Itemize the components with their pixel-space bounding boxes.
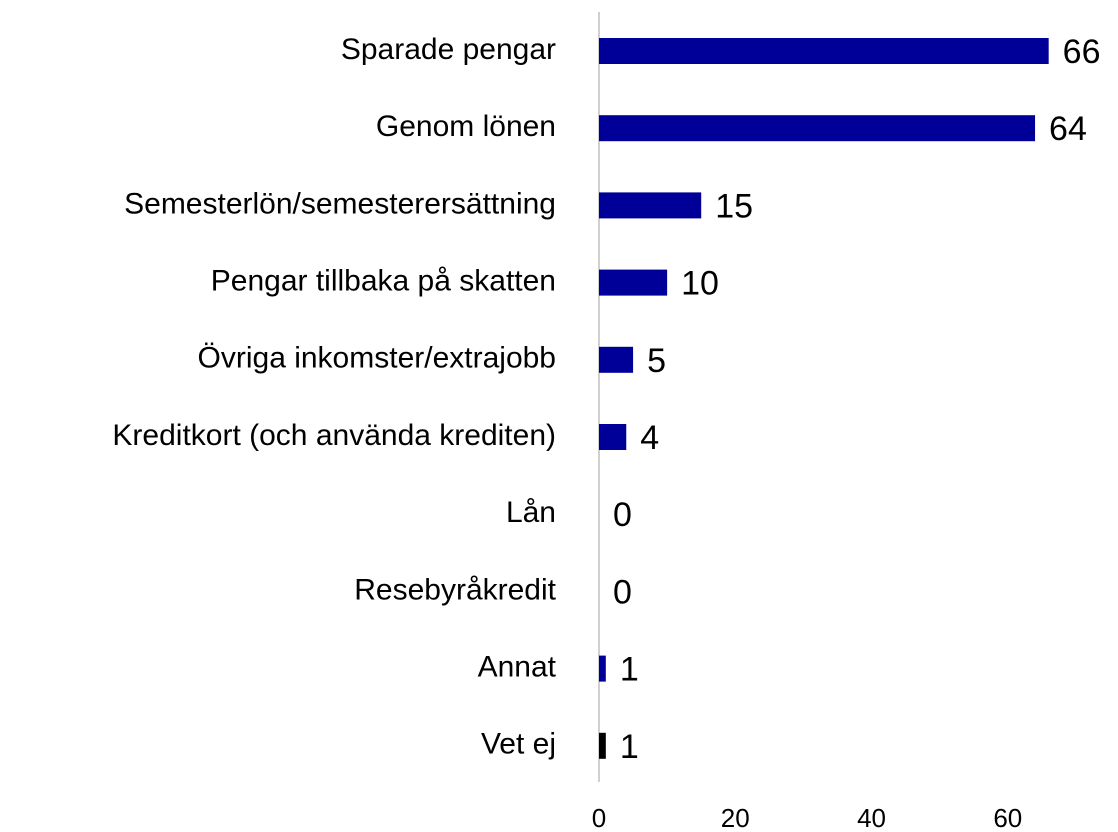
- category-label: Genom lönen: [376, 110, 556, 143]
- category-label: Sparade pengar: [341, 33, 556, 66]
- category-label: Resebyråkredit: [354, 573, 556, 606]
- value-label: 0: [613, 573, 632, 611]
- category-label: Pengar tillbaka på skatten: [211, 265, 556, 298]
- value-label: 66: [1063, 33, 1101, 71]
- value-label: 15: [715, 187, 753, 225]
- x-tick-label: 40: [857, 803, 886, 832]
- x-tick-label: 0: [592, 803, 606, 832]
- category-label: Lån: [506, 496, 556, 529]
- bar: [599, 424, 627, 450]
- bar: [599, 115, 1036, 142]
- category-label: Annat: [478, 651, 557, 684]
- value-label: 10: [681, 265, 719, 303]
- bar: [599, 346, 634, 373]
- value-label: 1: [620, 651, 639, 689]
- category-label: Semesterlön/semesterersättning: [124, 187, 556, 220]
- bar: [599, 269, 668, 296]
- value-label: 1: [620, 728, 639, 766]
- value-label: 64: [1049, 110, 1087, 148]
- bar: [599, 655, 606, 682]
- bar: [599, 38, 1049, 64]
- bar: [599, 192, 702, 219]
- x-tick-label: 20: [721, 803, 750, 832]
- category-label: Kreditkort (och använda krediten): [112, 419, 556, 452]
- value-label: 5: [647, 342, 666, 380]
- category-label: Övriga inkomster/extrajobb: [198, 342, 556, 375]
- value-label: 4: [640, 419, 659, 457]
- x-tick-label: 60: [993, 803, 1022, 832]
- bar: [599, 732, 606, 759]
- value-label: 0: [613, 496, 632, 534]
- category-label: Vet ej: [481, 728, 556, 761]
